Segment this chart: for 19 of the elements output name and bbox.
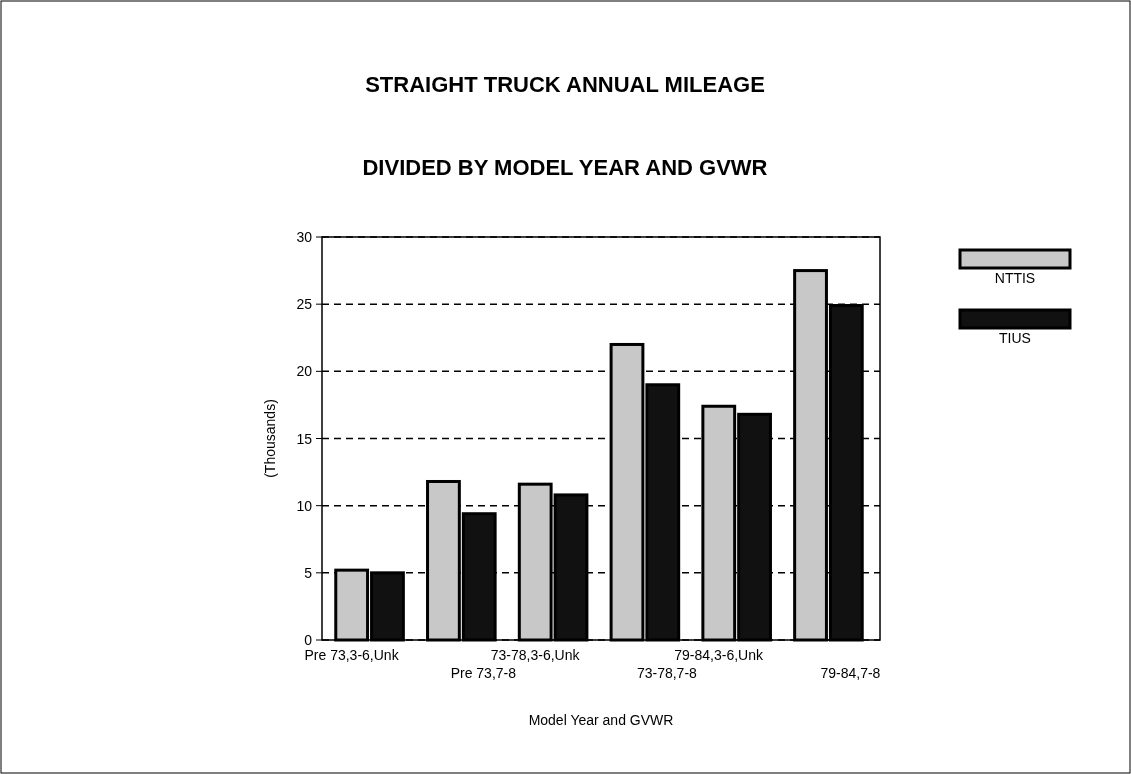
y-tick-label: 25 — [296, 296, 313, 313]
chart-title: STRAIGHT TRUCK ANNUAL MILEAGE — [365, 72, 765, 97]
x-tick-label: Pre 73,7-8 — [450, 665, 517, 681]
text: TIUS — [999, 330, 1031, 346]
y-tick-label: 30 — [296, 229, 313, 245]
text: NTTIS — [994, 270, 1036, 286]
y-axis-title: (Thousands) — [262, 399, 278, 478]
x-axis-title: Model Year and GVWR — [528, 712, 674, 728]
y-tick-label: 15 — [296, 430, 313, 447]
y-tick-label: 20 — [296, 363, 313, 380]
x-tick-label: Pre 73,3-6,Unk — [304, 647, 400, 663]
y-tick-label: 0 — [304, 632, 313, 648]
x-tick-label: 79-84,3-6,Unk — [674, 647, 765, 663]
chart-subtitle: DIVIDED BY MODEL YEAR AND GVWR — [362, 155, 768, 180]
y-tick-label: 10 — [296, 497, 313, 514]
y-tick-label: 5 — [304, 564, 313, 581]
x-tick-label: 73-78,7-8 — [636, 665, 698, 681]
x-tick-label: 73-78,3-6,Unk — [490, 647, 581, 663]
x-tick-label: 79-84,7-8 — [820, 665, 881, 681]
